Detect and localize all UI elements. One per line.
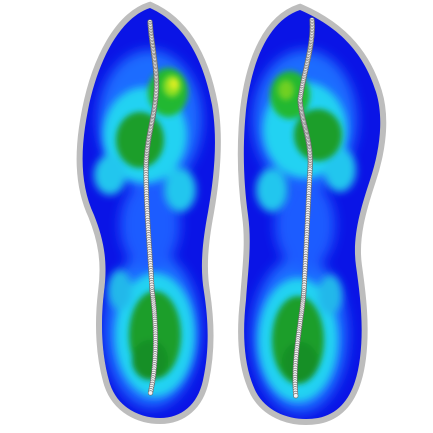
trace-point [147, 390, 154, 396]
left-foot [83, 8, 215, 418]
right-foot-pressure-trace [292, 17, 315, 399]
left-foot-pressure-trace [143, 19, 160, 396]
trace-point [293, 393, 299, 399]
right-foot [244, 10, 380, 419]
